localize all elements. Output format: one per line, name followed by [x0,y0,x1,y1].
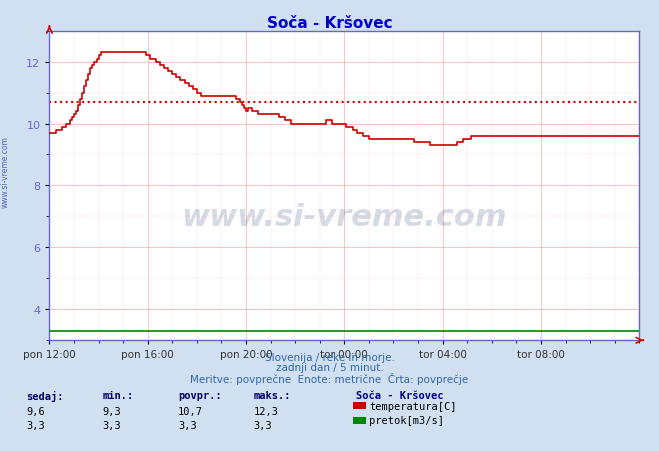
Text: Meritve: povprečne  Enote: metrične  Črta: povprečje: Meritve: povprečne Enote: metrične Črta:… [190,373,469,385]
Text: 12,3: 12,3 [254,406,279,416]
Text: 3,3: 3,3 [26,420,45,430]
Text: temperatura[C]: temperatura[C] [369,401,457,411]
Text: Slovenija / reke in morje.: Slovenija / reke in morje. [264,353,395,363]
Text: zadnji dan / 5 minut.: zadnji dan / 5 minut. [275,363,384,373]
Text: Soča - Kršovec: Soča - Kršovec [356,390,444,400]
Text: www.si-vreme.com: www.si-vreme.com [1,135,10,207]
Text: maks.:: maks.: [254,390,291,400]
Text: www.si-vreme.com: www.si-vreme.com [181,202,507,231]
Text: povpr.:: povpr.: [178,390,221,400]
Text: 10,7: 10,7 [178,406,203,416]
Text: sedaj:: sedaj: [26,390,64,401]
Text: min.:: min.: [102,390,133,400]
Text: 9,3: 9,3 [102,406,121,416]
Text: pretok[m3/s]: pretok[m3/s] [369,415,444,425]
Text: 3,3: 3,3 [254,420,272,430]
Text: 3,3: 3,3 [102,420,121,430]
Text: Soča - Kršovec: Soča - Kršovec [267,16,392,31]
Text: 9,6: 9,6 [26,406,45,416]
Text: 3,3: 3,3 [178,420,196,430]
